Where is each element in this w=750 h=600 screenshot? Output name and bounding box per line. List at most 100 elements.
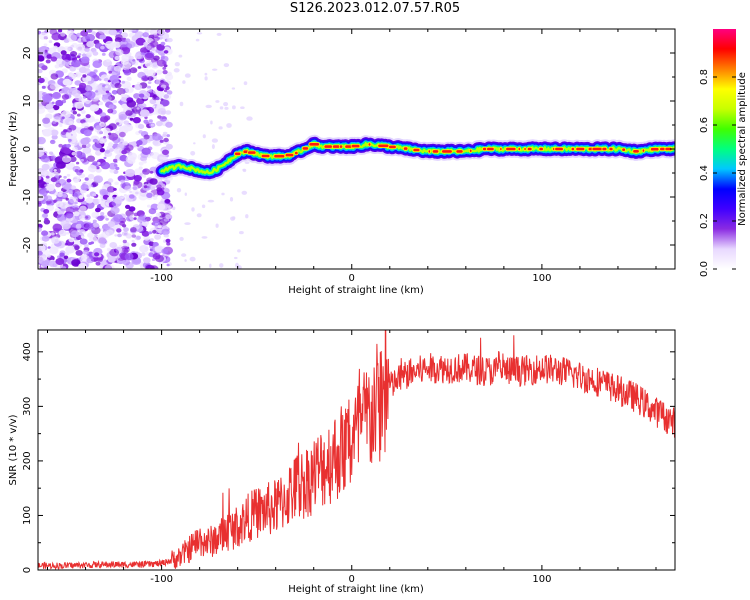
noise-speckle <box>108 162 118 170</box>
noise-speckle <box>88 242 92 245</box>
noise-speckle <box>107 221 116 228</box>
heatmap-noise-layer <box>38 29 253 269</box>
noise-speckle <box>72 110 78 115</box>
noise-speckle <box>142 218 148 223</box>
noise-speckle <box>87 232 94 238</box>
noise-speckle <box>148 119 153 123</box>
noise-speckle <box>71 59 81 68</box>
snr-x-tick-label: 0 <box>349 574 355 585</box>
noise-speckle <box>39 189 48 196</box>
noise-speckle <box>108 142 114 147</box>
noise-speckle <box>211 138 218 143</box>
noise-speckle <box>128 194 135 199</box>
noise-speckle <box>85 114 91 119</box>
noise-speckle <box>109 248 120 257</box>
noise-speckle <box>147 85 151 89</box>
noise-speckle <box>138 161 144 166</box>
noise-speckle <box>128 55 134 61</box>
noise-speckle <box>55 182 62 188</box>
noise-speckle <box>129 190 133 194</box>
noise-speckle <box>148 231 153 235</box>
ridge-hotspot <box>442 150 452 153</box>
noise-speckle <box>126 76 132 81</box>
ridge-hotspot <box>378 144 389 148</box>
noise-speckle <box>41 260 50 268</box>
noise-speckle <box>224 106 229 110</box>
colorbar: 0.0 0.2 0.4 0.6 0.8 Normalized spectral ampl… <box>699 29 748 277</box>
noise-speckle <box>38 226 42 233</box>
noise-speckle <box>80 158 84 162</box>
noise-speckle <box>58 29 63 33</box>
noise-speckle <box>74 201 78 205</box>
noise-speckle <box>71 151 77 156</box>
noise-speckle <box>244 161 250 165</box>
noise-speckle <box>140 52 145 56</box>
ridge-hotspot <box>432 150 439 153</box>
noise-speckle <box>152 258 156 262</box>
ridge-hotspot <box>324 145 332 148</box>
noise-speckle <box>147 76 154 81</box>
noise-speckle <box>51 139 55 143</box>
noise-speckle <box>38 146 45 154</box>
noise-speckle <box>99 34 107 40</box>
noise-speckle <box>132 117 141 124</box>
noise-speckle <box>143 41 149 46</box>
noise-speckle <box>152 105 156 108</box>
noise-speckle <box>124 185 132 192</box>
noise-speckle <box>201 204 206 209</box>
noise-speckle <box>38 250 43 256</box>
noise-speckle <box>58 143 63 148</box>
noise-speckle <box>103 127 111 134</box>
ridge-hotspot <box>261 154 270 158</box>
noise-speckle <box>120 179 126 183</box>
heatmap-x-tick-label: 100 <box>532 273 551 284</box>
noise-speckle <box>126 41 136 49</box>
noise-speckle <box>92 85 98 90</box>
noise-speckle <box>85 223 94 230</box>
noise-speckle <box>50 73 59 80</box>
noise-speckle <box>82 147 92 154</box>
noise-speckle <box>191 207 195 212</box>
noise-speckle <box>245 214 249 219</box>
noise-speckle <box>63 148 72 155</box>
colorbar-tick-label: 0.4 <box>699 165 710 181</box>
noise-speckle <box>45 190 50 193</box>
noise-speckle <box>154 234 162 240</box>
noise-speckle <box>74 73 79 77</box>
noise-speckle <box>70 185 77 190</box>
noise-speckle <box>46 204 55 212</box>
ridge-hotspot <box>368 143 371 146</box>
noise-speckle <box>232 105 236 110</box>
noise-speckle <box>70 230 80 238</box>
noise-speckle <box>204 76 208 81</box>
noise-speckle <box>121 103 128 109</box>
noise-speckle <box>87 80 92 85</box>
noise-speckle <box>48 40 53 44</box>
noise-speckle <box>44 195 53 202</box>
noise-speckle <box>122 239 127 244</box>
noise-speckle <box>184 259 187 262</box>
noise-speckle <box>117 233 122 238</box>
noise-speckle <box>152 242 159 247</box>
noise-speckle <box>38 151 43 158</box>
noise-speckle <box>71 89 81 97</box>
noise-speckle <box>85 75 92 81</box>
noise-speckle <box>140 47 148 54</box>
noise-speckle <box>99 139 105 144</box>
noise-speckle <box>75 43 86 52</box>
noise-speckle <box>89 184 93 188</box>
noise-speckle <box>100 212 105 216</box>
ridge-hotspot <box>243 150 249 153</box>
noise-speckle <box>46 54 53 59</box>
noise-speckle <box>85 33 95 42</box>
noise-speckle <box>80 109 86 114</box>
noise-speckle <box>202 134 206 139</box>
noise-speckle <box>149 238 154 242</box>
snr-axis-ticks: -100 0 100 0 100 200 300 400 <box>22 330 675 585</box>
noise-speckle <box>144 52 155 61</box>
noise-speckle <box>162 149 169 156</box>
noise-speckle <box>94 118 100 124</box>
heatmap-y-tick-label: 20 <box>22 47 33 60</box>
noise-speckle <box>71 259 81 267</box>
noise-speckle <box>151 48 156 51</box>
